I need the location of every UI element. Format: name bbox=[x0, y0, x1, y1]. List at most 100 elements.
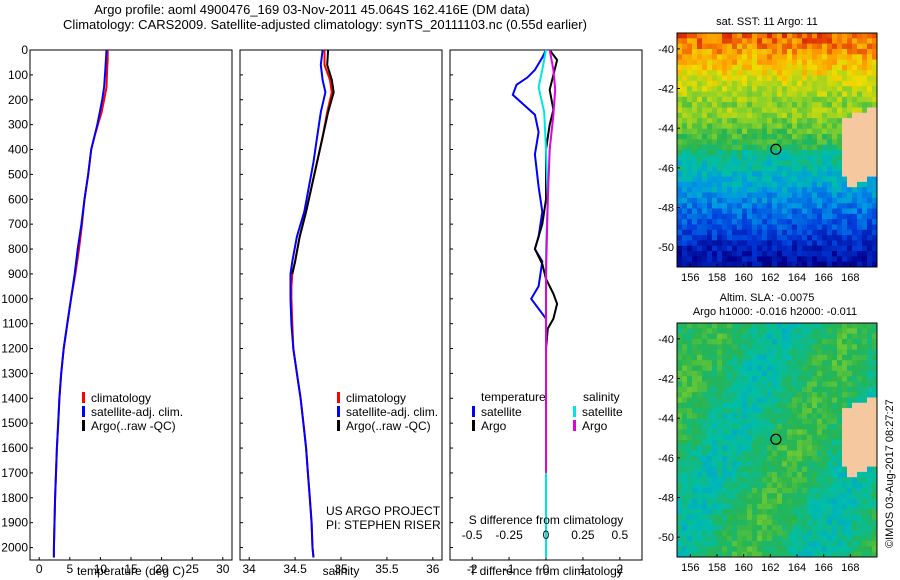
sst-cell bbox=[857, 224, 863, 231]
sst-cell bbox=[802, 197, 808, 204]
sst-cell bbox=[677, 235, 683, 241]
sla-cell bbox=[697, 445, 703, 452]
sla-cell bbox=[747, 408, 753, 414]
sla-cell bbox=[682, 328, 688, 335]
sst-cell bbox=[787, 54, 793, 61]
difference-legend: temperature salinity satellite Argo sate… bbox=[472, 390, 623, 433]
sst-cell bbox=[707, 213, 713, 220]
sst-cell bbox=[832, 245, 838, 252]
sst-cell bbox=[872, 229, 878, 236]
sla-cell bbox=[867, 482, 873, 489]
sla-cell bbox=[847, 402, 853, 409]
sst-cell bbox=[772, 166, 778, 172]
sst-cell bbox=[862, 123, 868, 130]
sst-cell bbox=[757, 128, 763, 135]
sst-cell bbox=[762, 251, 768, 257]
sla-cell bbox=[867, 546, 873, 553]
sst-cell bbox=[792, 176, 798, 183]
sla-cell bbox=[777, 456, 783, 462]
sla-cell bbox=[812, 381, 818, 388]
sla-cell bbox=[707, 450, 713, 457]
sst-cell bbox=[702, 256, 708, 263]
sla-cell bbox=[812, 450, 818, 457]
sst-cell bbox=[712, 64, 718, 71]
sst-cell bbox=[802, 176, 808, 183]
sst-cell bbox=[702, 54, 708, 61]
sst-cell bbox=[702, 107, 708, 114]
sla-cell bbox=[757, 477, 763, 483]
sst-cell bbox=[717, 49, 723, 55]
sst-cell bbox=[837, 128, 843, 135]
sla-cell bbox=[762, 354, 768, 361]
sst-cell bbox=[852, 224, 858, 231]
sla-cell bbox=[707, 503, 713, 510]
sst-cell bbox=[727, 112, 733, 119]
sla-cell bbox=[767, 365, 773, 372]
sst-cell bbox=[772, 229, 778, 236]
sla-cell bbox=[827, 450, 833, 457]
sla-cell bbox=[802, 424, 808, 430]
sla-cell bbox=[742, 339, 748, 345]
sst-cell bbox=[832, 166, 838, 172]
sla-cell bbox=[677, 339, 683, 345]
sla-cell bbox=[777, 386, 783, 393]
sst-cell bbox=[847, 112, 853, 119]
sla-cell bbox=[787, 503, 793, 510]
sla-cell bbox=[772, 434, 778, 441]
sst-cell bbox=[797, 229, 803, 236]
sst-cell bbox=[682, 70, 688, 76]
sla-cell bbox=[807, 408, 813, 414]
sla-cell bbox=[747, 482, 753, 489]
sla-cell bbox=[712, 349, 718, 356]
sla-cell bbox=[847, 482, 853, 489]
sla-cell bbox=[832, 344, 838, 351]
temperature-xlabel: temperature (deg C) bbox=[77, 564, 185, 578]
sst-cell bbox=[752, 33, 758, 39]
sst-cell bbox=[782, 118, 788, 124]
sla-cell bbox=[677, 424, 683, 430]
sla-cell bbox=[792, 509, 798, 515]
sst-cell bbox=[727, 176, 733, 183]
sst-cell bbox=[677, 155, 683, 162]
sla-cell bbox=[802, 487, 808, 494]
sla-cell bbox=[692, 434, 698, 441]
sst-cell bbox=[682, 208, 688, 215]
sst-cell bbox=[782, 43, 788, 50]
sst-cell bbox=[827, 59, 833, 66]
sla-cell bbox=[822, 402, 828, 409]
sla-cell bbox=[802, 482, 808, 489]
sst-cell bbox=[747, 240, 753, 247]
sla-cell bbox=[777, 397, 783, 404]
sla-cell bbox=[772, 461, 778, 468]
sla-cell bbox=[817, 514, 823, 521]
sla-cell bbox=[682, 493, 688, 499]
sla-cell bbox=[712, 354, 718, 361]
sst-cell bbox=[847, 187, 853, 193]
sla-cell bbox=[862, 519, 868, 526]
sla-cell bbox=[722, 466, 728, 473]
sla-cell bbox=[687, 525, 693, 531]
sst-cell bbox=[707, 59, 713, 66]
sst-cell bbox=[692, 144, 698, 151]
sst-cell bbox=[792, 38, 798, 45]
sla-cell bbox=[792, 546, 798, 553]
sla-cell bbox=[767, 328, 773, 335]
sla-cell bbox=[837, 429, 843, 436]
sst-cell bbox=[777, 219, 783, 225]
sla-cell bbox=[697, 525, 703, 531]
sst-cell bbox=[682, 96, 688, 103]
sst-cell bbox=[702, 155, 708, 162]
sla-cell bbox=[832, 434, 838, 441]
sla-cell bbox=[682, 392, 688, 398]
sla-cell bbox=[862, 413, 868, 420]
sla-cell bbox=[867, 429, 873, 436]
sla-cell bbox=[677, 535, 683, 542]
sst-cell bbox=[837, 118, 843, 124]
sst-cell bbox=[762, 197, 768, 204]
sst-cell bbox=[792, 96, 798, 103]
s-diff-tick-label: 0.25 bbox=[571, 528, 595, 542]
sla-cell bbox=[817, 365, 823, 372]
sla-cell bbox=[682, 323, 688, 329]
sla-cell bbox=[722, 365, 728, 372]
sst-cell bbox=[727, 54, 733, 61]
